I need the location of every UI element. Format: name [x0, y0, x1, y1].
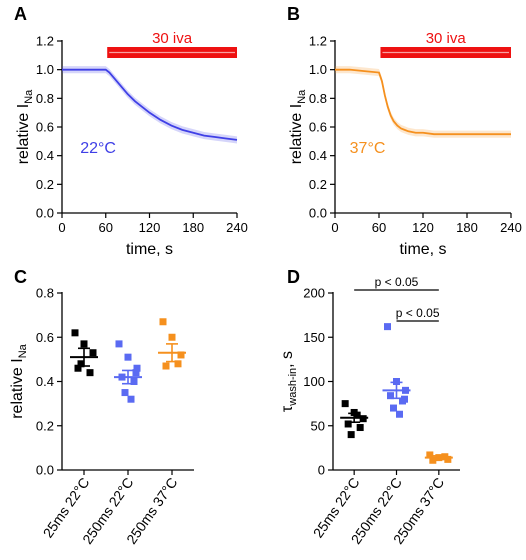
- y-label-sub: Na: [296, 89, 308, 104]
- panel-b: B 0.0 0.2 0.4 0.6 0.8 1.0 1.2 relative INa 0 60 120…: [287, 4, 522, 258]
- y-axis-label: τwash-in, s: [279, 351, 299, 412]
- panel-letter: C: [14, 267, 27, 287]
- drug-bar-label: 30 iva: [152, 30, 193, 47]
- data-point: [124, 353, 132, 361]
- y-tick-label: 0.8: [36, 91, 54, 106]
- x-tick-label: 240: [226, 220, 248, 235]
- data-point: [74, 364, 82, 372]
- y-tick-label: 0.4: [309, 148, 327, 163]
- significance-label: p < 0.05: [396, 306, 440, 320]
- y-tick-label: 1.0: [309, 62, 327, 77]
- data-point: [396, 410, 403, 418]
- y-tick-label: 100: [303, 374, 325, 389]
- y-tick-label: 0.8: [36, 286, 54, 301]
- y-axis-label: relative INa: [288, 89, 308, 164]
- y-label-sub: wash-in: [287, 368, 299, 407]
- data-point: [162, 362, 170, 370]
- y-tick-label: 0.8: [309, 91, 327, 106]
- y-tick-label: 0.0: [36, 463, 54, 478]
- data-point: [115, 340, 123, 348]
- temperature-label: 37°C: [350, 140, 386, 157]
- y-label-main: relative I: [288, 104, 305, 164]
- y-axis-label: relative INa: [9, 343, 29, 418]
- y-tick-label: 1.2: [36, 34, 54, 49]
- data-point: [174, 360, 182, 368]
- data-point: [393, 378, 400, 385]
- x-tick-label: 240: [500, 220, 522, 235]
- y-tick-label: 0.2: [36, 177, 54, 192]
- data-point: [341, 400, 349, 408]
- y-label-tail: , s: [279, 351, 296, 368]
- data-point: [168, 333, 176, 341]
- data-point: [387, 392, 394, 400]
- data-point: [89, 349, 97, 357]
- data-point: [426, 451, 434, 459]
- y-label-sub: Na: [17, 343, 29, 358]
- x-axis-label: time, s: [126, 241, 173, 258]
- data-point: [159, 318, 167, 326]
- series-error-band: [335, 66, 511, 138]
- panel-a: A 0.0 0.2 0.4 0.6 0.8 1.0 1.2 relative INa 0 60 120…: [14, 4, 248, 258]
- data-point: [133, 364, 141, 372]
- x-tick-label: 120: [139, 220, 161, 235]
- y-tick-label: 0.6: [309, 120, 327, 135]
- y-label-main: relative I: [15, 104, 32, 164]
- data-point: [71, 329, 79, 337]
- y-label-sub: Na: [23, 89, 35, 104]
- data-point: [132, 369, 140, 377]
- y-tick-label: 0: [318, 463, 325, 478]
- data-point: [177, 351, 185, 359]
- panel-letter: D: [287, 267, 300, 287]
- data-point: [353, 411, 361, 419]
- data-point: [86, 369, 94, 377]
- panel-letter: A: [14, 4, 27, 24]
- data-point: [384, 323, 391, 331]
- y-tick-label: 150: [303, 330, 325, 345]
- y-tick-label: 0.6: [36, 330, 54, 345]
- data-point: [127, 395, 135, 403]
- data-point: [429, 456, 437, 464]
- data-point: [80, 340, 88, 348]
- x-tick-label: 180: [182, 220, 204, 235]
- y-tick-label: 0.0: [36, 206, 54, 221]
- y-tick-label: 0.4: [36, 148, 54, 163]
- x-tick-label: 120: [412, 220, 434, 235]
- series-error-band: [62, 66, 237, 144]
- y-tick-label: 0.2: [36, 418, 54, 433]
- drug-bar-label: 30 iva: [426, 30, 467, 47]
- y-tick-label: 1.0: [36, 62, 54, 77]
- y-tick-label: 200: [303, 286, 325, 301]
- y-label-main: τ: [279, 405, 296, 412]
- y-tick-label: 0.6: [36, 120, 54, 135]
- panel-letter: B: [287, 4, 300, 24]
- x-tick-label: 60: [99, 220, 113, 235]
- data-point: [77, 360, 85, 368]
- x-tick-label: 180: [456, 220, 478, 235]
- y-tick-label: 0.4: [36, 374, 54, 389]
- y-tick-label: 0.2: [309, 177, 327, 192]
- x-tick-label: 0: [58, 220, 65, 235]
- y-label-main: relative I: [9, 358, 26, 418]
- series-line: [62, 68, 238, 141]
- data-point: [356, 424, 364, 432]
- y-tick-label: 50: [311, 418, 325, 433]
- y-tick-label: 1.2: [309, 34, 327, 49]
- significance-label: p < 0.05: [375, 275, 419, 289]
- data-point: [121, 389, 129, 397]
- y-axis-label: relative INa: [15, 89, 35, 164]
- y-tick-label: 0.0: [309, 206, 327, 221]
- data-point: [401, 395, 408, 403]
- x-axis-label: time, s: [399, 241, 446, 258]
- data-point: [390, 404, 397, 412]
- data-point: [347, 431, 355, 439]
- series-line: [335, 68, 511, 136]
- data-point: [344, 420, 352, 428]
- x-tick-label: 60: [372, 220, 386, 235]
- data-point: [130, 378, 138, 385]
- temperature-label: 22°C: [80, 140, 116, 157]
- x-tick-label: 0: [331, 220, 338, 235]
